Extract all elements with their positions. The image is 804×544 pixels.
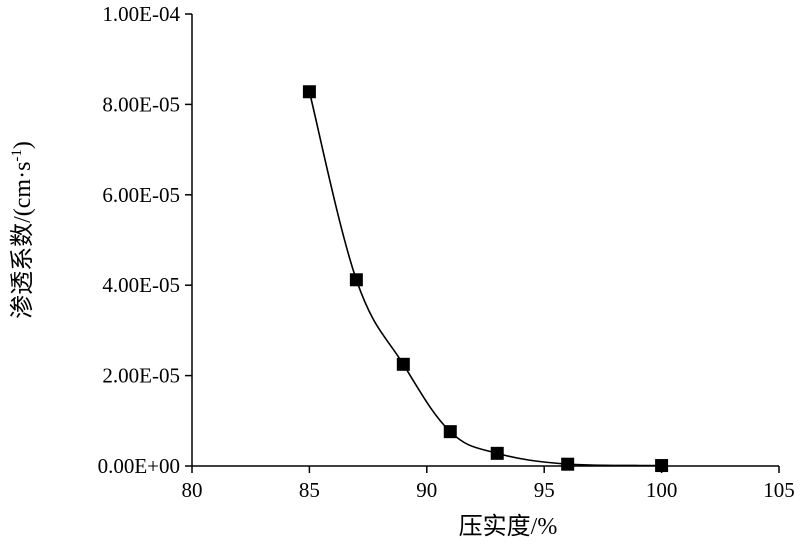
data-point <box>561 457 575 471</box>
y-axis-title: 渗透系数/(cm·s-1) <box>9 141 36 319</box>
data-point <box>655 459 669 473</box>
y-tick-label: 8.00E-05 <box>102 92 180 116</box>
x-tick-label: 80 <box>182 478 203 502</box>
axes <box>191 14 779 467</box>
data-point <box>349 273 363 287</box>
y-axis-title-superscript: -1 <box>9 149 25 162</box>
x-tick-label: 85 <box>299 478 320 502</box>
data-point <box>302 85 316 99</box>
x-tick-label: 100 <box>646 478 678 502</box>
y-tick-label: 6.00E-05 <box>102 183 180 207</box>
x-tick-label: 105 <box>763 478 795 502</box>
y-axis-title-close: ) <box>10 141 36 149</box>
y-tick-label: 4.00E-05 <box>102 273 180 297</box>
x-tick-label: 90 <box>416 478 437 502</box>
data-point <box>396 357 410 371</box>
y-tick-label: 1.00E-04 <box>102 2 180 26</box>
y-tick-label: 0.00E+00 <box>98 454 180 478</box>
y-ticks: 0.00E+00 2.00E-05 4.00E-05 6.00E-05 8.00E-05… <box>98 2 192 478</box>
y-axis-title-main: 渗透系数/(cm·s <box>9 162 36 319</box>
x-tick-label: 95 <box>534 478 555 502</box>
data-markers <box>302 85 669 473</box>
y-tick-label: 2.00E-05 <box>102 364 180 388</box>
x-axis-title: 压实度/% <box>459 513 558 540</box>
x-ticks: 80 85 90 95 100 105 <box>182 466 795 502</box>
data-point <box>443 425 457 439</box>
data-point <box>490 446 504 460</box>
